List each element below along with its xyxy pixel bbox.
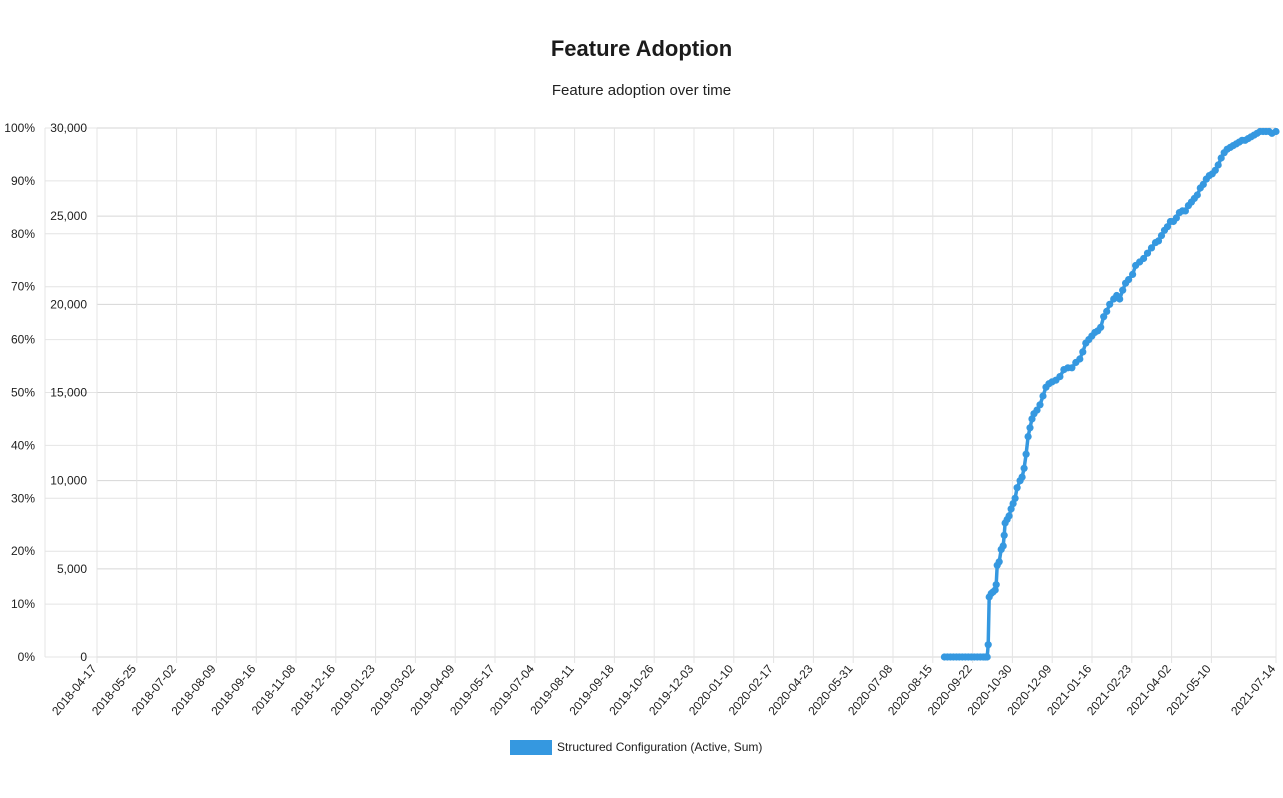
data-point bbox=[1214, 161, 1222, 169]
chart-title: Feature Adoption bbox=[550, 36, 733, 61]
data-point bbox=[1024, 433, 1032, 441]
data-point bbox=[1039, 392, 1047, 400]
x-tick-label: 2021-07-14 bbox=[1228, 662, 1278, 718]
data-point bbox=[1097, 323, 1105, 331]
data-point bbox=[1147, 244, 1156, 252]
data-point bbox=[1013, 484, 1021, 492]
data-point bbox=[1272, 127, 1280, 136]
data-point bbox=[999, 542, 1007, 550]
data-point bbox=[1193, 191, 1201, 199]
data-point bbox=[1157, 232, 1166, 240]
data-point bbox=[1181, 207, 1189, 215]
data-point bbox=[984, 641, 992, 649]
data-point bbox=[1056, 373, 1064, 381]
legend[interactable]: Structured Configuration (Active, Sum) bbox=[510, 738, 762, 756]
y-left-tick-label: 40% bbox=[11, 438, 35, 452]
data-point bbox=[1068, 364, 1076, 372]
data-point bbox=[1125, 276, 1133, 284]
data-point bbox=[1154, 237, 1163, 245]
y-left-tick-label: 50% bbox=[11, 386, 35, 400]
y-left-tick-label: 30% bbox=[11, 491, 35, 505]
y-left-tick-label: 90% bbox=[11, 174, 35, 188]
data-point bbox=[1026, 424, 1034, 432]
data-point bbox=[1106, 300, 1114, 308]
y-right-tick-label: 30,000 bbox=[50, 121, 87, 135]
y-left-tick-label: 100% bbox=[4, 121, 35, 135]
data-point bbox=[1119, 286, 1127, 294]
data-point bbox=[1140, 254, 1148, 263]
y-right-tick-label: 5,000 bbox=[57, 562, 87, 576]
data-point bbox=[1005, 512, 1013, 520]
data-point bbox=[992, 581, 1000, 589]
data-point bbox=[995, 558, 1003, 566]
y-right-tick-label: 10,000 bbox=[50, 474, 87, 488]
y-right-tick-label: 15,000 bbox=[50, 386, 87, 400]
data-point bbox=[983, 653, 991, 661]
series-line bbox=[944, 129, 1277, 659]
data-point bbox=[1000, 531, 1008, 539]
data-point bbox=[1076, 355, 1084, 363]
data-point bbox=[1079, 348, 1087, 356]
data-point bbox=[1103, 307, 1111, 315]
y-left-tick-label: 60% bbox=[11, 333, 35, 347]
data-point bbox=[1022, 450, 1030, 458]
legend-swatch bbox=[510, 739, 552, 755]
data-point bbox=[1172, 214, 1180, 222]
y-left-tick-label: 0% bbox=[18, 650, 36, 664]
chart-subtitle: Feature adoption over time bbox=[551, 82, 732, 99]
y-left-tick-label: 70% bbox=[11, 280, 35, 294]
data-point bbox=[1020, 464, 1028, 472]
data-point bbox=[1036, 401, 1044, 409]
y-right-tick-label: 25,000 bbox=[50, 209, 87, 223]
y-left-tick-label: 20% bbox=[11, 544, 35, 558]
data-point bbox=[1199, 180, 1207, 188]
data-point bbox=[1033, 406, 1041, 414]
data-point bbox=[1018, 473, 1026, 481]
y-right-tick-label: 0 bbox=[80, 650, 87, 664]
data-point bbox=[1143, 249, 1152, 257]
data-point bbox=[1211, 166, 1219, 174]
y-right-tick-label: 20,000 bbox=[50, 297, 87, 311]
data-point bbox=[1217, 154, 1225, 162]
y-left-tick-label: 80% bbox=[11, 227, 35, 241]
legend-label: Structured Configuration (Active, Sum) bbox=[557, 740, 763, 754]
y-left-tick-label: 10% bbox=[11, 597, 35, 611]
data-point bbox=[1100, 313, 1108, 321]
data-point bbox=[1116, 295, 1124, 303]
data-point bbox=[1129, 270, 1137, 278]
data-point bbox=[1011, 494, 1019, 502]
